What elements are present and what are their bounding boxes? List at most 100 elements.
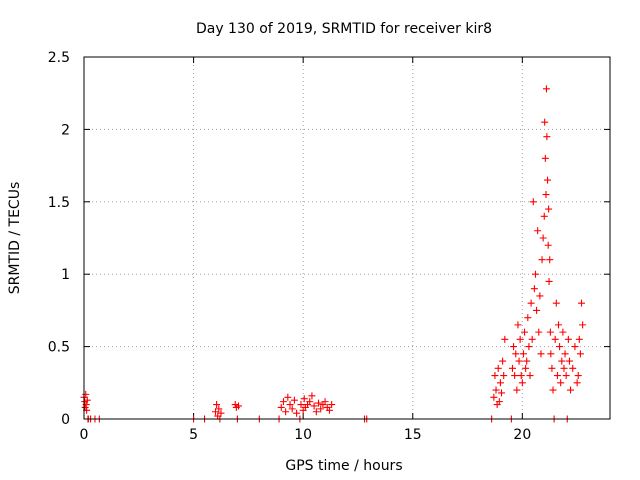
data-point [492, 386, 500, 394]
data-point [523, 357, 531, 365]
data-point [306, 398, 314, 406]
x-tick-label: 10 [294, 427, 312, 443]
data-point [542, 191, 550, 199]
data-point [317, 405, 325, 413]
data-point [571, 343, 579, 351]
data-point [297, 401, 305, 409]
data-point [308, 392, 316, 400]
data-point [537, 350, 545, 358]
data-point [560, 364, 568, 372]
data-point [514, 321, 522, 329]
y-tick-label: 0.5 [48, 340, 70, 356]
data-point [527, 299, 535, 307]
data-point [538, 256, 546, 264]
data-point [553, 372, 561, 380]
data-point [500, 372, 508, 380]
data-point [315, 399, 323, 407]
data-point [552, 299, 560, 307]
data-point [513, 386, 521, 394]
data-point [512, 350, 520, 358]
data-point [574, 372, 582, 380]
data-point [511, 372, 519, 380]
plot-frame [83, 56, 611, 420]
data-point [496, 379, 504, 387]
data-point [558, 357, 566, 365]
data-point [544, 176, 552, 184]
data-point [519, 350, 527, 358]
data-point [491, 372, 499, 380]
data-point [328, 401, 336, 409]
data-point [578, 299, 586, 307]
data-point [541, 118, 549, 126]
data-point [540, 212, 548, 220]
data-point [567, 386, 575, 394]
data-point [548, 364, 556, 372]
data-point [215, 405, 223, 413]
chart-title: Day 130 of 2019, SRMTID for receiver kir… [196, 21, 492, 37]
data-point [529, 198, 537, 206]
y-axis-label: SRMTID / TECUs [7, 182, 23, 295]
data-point [547, 350, 555, 358]
data-point [542, 85, 550, 93]
data-point [290, 396, 298, 404]
x-tick-label: 5 [189, 427, 198, 443]
data-point [494, 364, 502, 372]
data-point [562, 372, 570, 380]
data-point [231, 401, 239, 409]
data-point [312, 408, 320, 416]
data-point [579, 321, 587, 329]
data-point [284, 393, 292, 401]
data-point [498, 389, 506, 397]
data-point [549, 386, 557, 394]
data-point [546, 328, 554, 336]
data-point [310, 402, 318, 410]
data-point [545, 205, 553, 213]
data-point [277, 403, 285, 411]
data-point [554, 321, 562, 329]
data-point [517, 372, 525, 380]
data-points [80, 85, 587, 423]
y-tick-label: 1.5 [48, 195, 70, 211]
data-point [501, 335, 509, 343]
data-point [536, 292, 544, 300]
axis-ticks: 0 5 10 15 20 0 0.5 1 1.5 2 2.5 [48, 50, 610, 443]
data-point [217, 409, 225, 417]
data-point [531, 270, 539, 278]
data-point [551, 335, 559, 343]
data-point [524, 314, 532, 322]
data-point [575, 335, 583, 343]
x-tick-label: 0 [80, 427, 89, 443]
data-point [543, 133, 551, 141]
data-point [557, 379, 565, 387]
y-tick-label: 2.5 [48, 50, 70, 66]
data-point [510, 343, 518, 351]
x-axis-label: GPS time / hours [285, 458, 402, 474]
data-point [300, 395, 308, 403]
data-point [569, 364, 577, 372]
data-point [521, 328, 529, 336]
data-point [508, 364, 516, 372]
data-point [535, 328, 543, 336]
data-point [561, 350, 569, 358]
data-point [528, 335, 536, 343]
data-point [556, 343, 564, 351]
data-point [559, 328, 567, 336]
y-tick-label: 1 [61, 267, 70, 283]
data-point [541, 154, 549, 162]
y-tick-label: 2 [61, 122, 70, 138]
data-point [286, 401, 294, 409]
data-point [235, 402, 243, 410]
data-point [573, 379, 581, 387]
x-tick-label: 20 [513, 427, 531, 443]
data-point [213, 401, 221, 409]
data-point [279, 398, 287, 406]
data-point [544, 241, 552, 249]
data-point [565, 357, 573, 365]
data-point [490, 393, 498, 401]
data-point [533, 306, 541, 314]
data-point [288, 405, 296, 413]
data-point [564, 335, 572, 343]
x-tick-label: 15 [404, 427, 422, 443]
data-point [495, 398, 503, 406]
